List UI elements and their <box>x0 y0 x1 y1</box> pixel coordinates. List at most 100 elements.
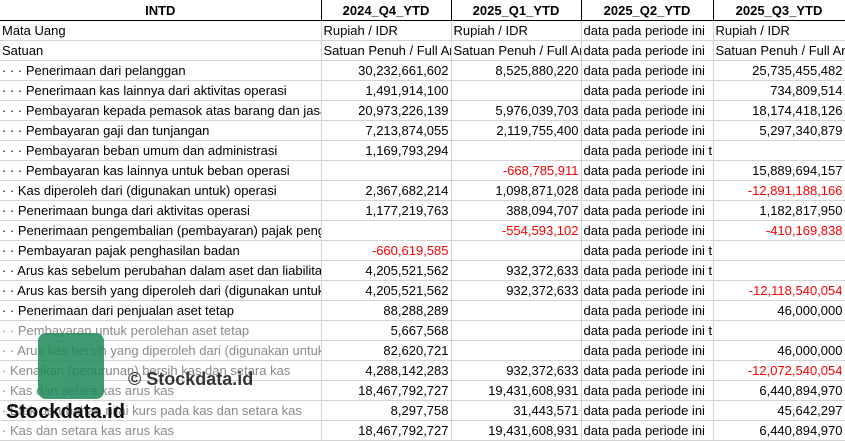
header-ticker[interactable]: INTD <box>0 0 322 21</box>
table-cell[interactable]: data pada periode ini <box>581 380 714 401</box>
row-label[interactable]: · · Penerimaan bunga dari aktivitas oper… <box>0 200 322 221</box>
table-cell[interactable]: Rupiah / IDR <box>321 20 452 41</box>
table-cell[interactable]: 5,667,568 <box>321 320 452 341</box>
table-cell[interactable]: 8,297,758 <box>321 400 452 421</box>
table-cell[interactable] <box>451 320 582 341</box>
table-cell[interactable]: 1,169,793,294 <box>321 140 452 161</box>
table-cell[interactable]: Satuan Penuh / Full Amount <box>451 40 582 61</box>
table-cell[interactable]: 5,976,039,703 <box>451 100 582 121</box>
table-cell[interactable] <box>451 140 582 161</box>
table-cell[interactable]: data pada periode ini <box>581 40 714 61</box>
table-cell[interactable]: 1,098,871,028 <box>451 180 582 201</box>
table-cell[interactable]: 45,642,297 <box>713 400 845 421</box>
table-cell[interactable]: 932,372,633 <box>451 360 582 381</box>
table-cell[interactable]: 46,000,000 <box>713 300 845 321</box>
row-label[interactable]: · · Penerimaan dari penjualan aset tetap <box>0 300 322 321</box>
table-cell[interactable]: 46,000,000 <box>713 340 845 361</box>
table-cell[interactable]: 18,467,792,727 <box>321 380 452 401</box>
table-cell[interactable]: 8,525,880,220 <box>451 60 582 81</box>
table-cell[interactable]: 7,213,874,055 <box>321 120 452 141</box>
table-cell[interactable]: -12,118,540,054 <box>713 280 845 301</box>
table-cell[interactable]: data pada periode ini <box>581 80 714 101</box>
table-cell[interactable]: 2,119,755,400 <box>451 120 582 141</box>
row-label[interactable]: Satuan <box>0 40 322 61</box>
table-cell[interactable]: data pada periode ini tidak tersedia <box>581 260 714 281</box>
row-label[interactable]: · · · Pembayaran beban umum dan administ… <box>0 140 322 161</box>
table-cell[interactable]: 6,440,894,970 <box>713 380 845 401</box>
table-cell[interactable]: data pada periode ini <box>581 360 714 381</box>
row-label[interactable]: · · · Pembayaran kas lainnya untuk beban… <box>0 160 322 181</box>
table-cell[interactable]: data pada periode ini <box>581 340 714 361</box>
row-label[interactable]: Mata Uang <box>0 20 322 41</box>
table-cell[interactable]: 2,367,682,214 <box>321 180 452 201</box>
table-cell[interactable]: data pada periode ini tidak tersedia <box>581 240 714 261</box>
table-cell[interactable]: 19,431,608,931 <box>451 380 582 401</box>
table-cell[interactable]: 88,288,289 <box>321 300 452 321</box>
table-cell[interactable]: data pada periode ini <box>581 300 714 321</box>
table-cell[interactable]: 18,467,792,727 <box>321 420 452 441</box>
table-cell[interactable] <box>451 80 582 101</box>
table-cell[interactable]: data pada periode ini <box>581 100 714 121</box>
table-cell[interactable] <box>451 340 582 361</box>
table-cell[interactable]: -668,785,911 <box>451 160 582 181</box>
table-cell[interactable] <box>321 220 452 241</box>
table-cell[interactable]: Rupiah / IDR <box>451 20 582 41</box>
table-cell[interactable]: 18,174,418,126 <box>713 100 845 121</box>
table-cell[interactable]: 734,809,514 <box>713 80 845 101</box>
header-2025-q3[interactable]: 2025_Q3_YTD <box>713 0 845 21</box>
table-cell[interactable]: Satuan Penuh / Full Amount <box>713 40 845 61</box>
row-label[interactable]: · Kas dan setara kas arus kas <box>0 420 322 441</box>
table-cell[interactable]: 1,491,914,100 <box>321 80 452 101</box>
row-label[interactable]: · · Kas diperoleh dari (digunakan untuk)… <box>0 180 322 201</box>
table-cell[interactable]: 30,232,661,602 <box>321 60 452 81</box>
row-label[interactable]: · · Arus kas sebelum perubahan dalam ase… <box>0 260 322 281</box>
table-cell[interactable]: 1,177,219,763 <box>321 200 452 221</box>
table-cell[interactable]: 4,205,521,562 <box>321 260 452 281</box>
table-cell[interactable]: data pada periode ini tidak tersedia <box>581 320 714 341</box>
table-cell[interactable]: data pada periode ini <box>581 60 714 81</box>
table-cell[interactable]: 82,620,721 <box>321 340 452 361</box>
table-cell[interactable]: data pada periode ini <box>581 20 714 41</box>
table-cell[interactable]: 5,297,340,879 <box>713 120 845 141</box>
table-cell[interactable]: 15,889,694,157 <box>713 160 845 181</box>
row-label[interactable]: · · · Pembayaran gaji dan tunjangan <box>0 120 322 141</box>
table-cell[interactable]: Rupiah / IDR <box>713 20 845 41</box>
table-cell[interactable]: 4,288,142,283 <box>321 360 452 381</box>
table-cell[interactable]: 932,372,633 <box>451 260 582 281</box>
table-cell[interactable] <box>713 260 845 281</box>
row-label[interactable]: · · · Penerimaan kas lainnya dari aktivi… <box>0 80 322 101</box>
table-cell[interactable]: 25,735,455,482 <box>713 60 845 81</box>
table-cell[interactable]: -410,169,838 <box>713 220 845 241</box>
table-cell[interactable]: -12,072,540,054 <box>713 360 845 381</box>
table-cell[interactable]: -554,593,102 <box>451 220 582 241</box>
table-cell[interactable]: data pada periode ini <box>581 280 714 301</box>
table-cell[interactable]: 4,205,521,562 <box>321 280 452 301</box>
row-label[interactable]: · · Arus kas bersih yang diperoleh dari … <box>0 280 322 301</box>
row-label[interactable]: · · Penerimaan pengembalian (pembayaran)… <box>0 220 322 241</box>
table-cell[interactable] <box>321 160 452 181</box>
table-cell[interactable]: -12,891,188,166 <box>713 180 845 201</box>
table-cell[interactable]: 31,443,571 <box>451 400 582 421</box>
row-label[interactable]: · · · Penerimaan dari pelanggan <box>0 60 322 81</box>
table-cell[interactable]: data pada periode ini <box>581 180 714 201</box>
table-cell[interactable]: data pada periode ini <box>581 200 714 221</box>
table-cell[interactable]: data pada periode ini <box>581 220 714 241</box>
table-cell[interactable] <box>713 140 845 161</box>
table-cell[interactable]: data pada periode ini <box>581 400 714 421</box>
table-cell[interactable] <box>451 300 582 321</box>
header-2024-q4[interactable]: 2024_Q4_YTD <box>321 0 452 21</box>
table-cell[interactable]: 6,440,894,970 <box>713 420 845 441</box>
table-cell[interactable]: 19,431,608,931 <box>451 420 582 441</box>
row-label[interactable]: · · · Pembayaran kepada pemasok atas bar… <box>0 100 322 121</box>
table-cell[interactable]: Satuan Penuh / Full Amount <box>321 40 452 61</box>
row-label[interactable]: · Efek perubahan nilai kurs pada kas dan… <box>0 400 322 421</box>
table-cell[interactable]: data pada periode ini <box>581 120 714 141</box>
table-cell[interactable] <box>451 240 582 261</box>
header-2025-q2[interactable]: 2025_Q2_YTD <box>581 0 714 21</box>
table-cell[interactable]: data pada periode ini <box>581 420 714 441</box>
table-cell[interactable]: 20,973,226,139 <box>321 100 452 121</box>
table-cell[interactable] <box>713 320 845 341</box>
table-cell[interactable]: data pada periode ini tidak tersedia <box>581 140 714 161</box>
table-cell[interactable]: -660,619,585 <box>321 240 452 261</box>
table-cell[interactable]: 388,094,707 <box>451 200 582 221</box>
